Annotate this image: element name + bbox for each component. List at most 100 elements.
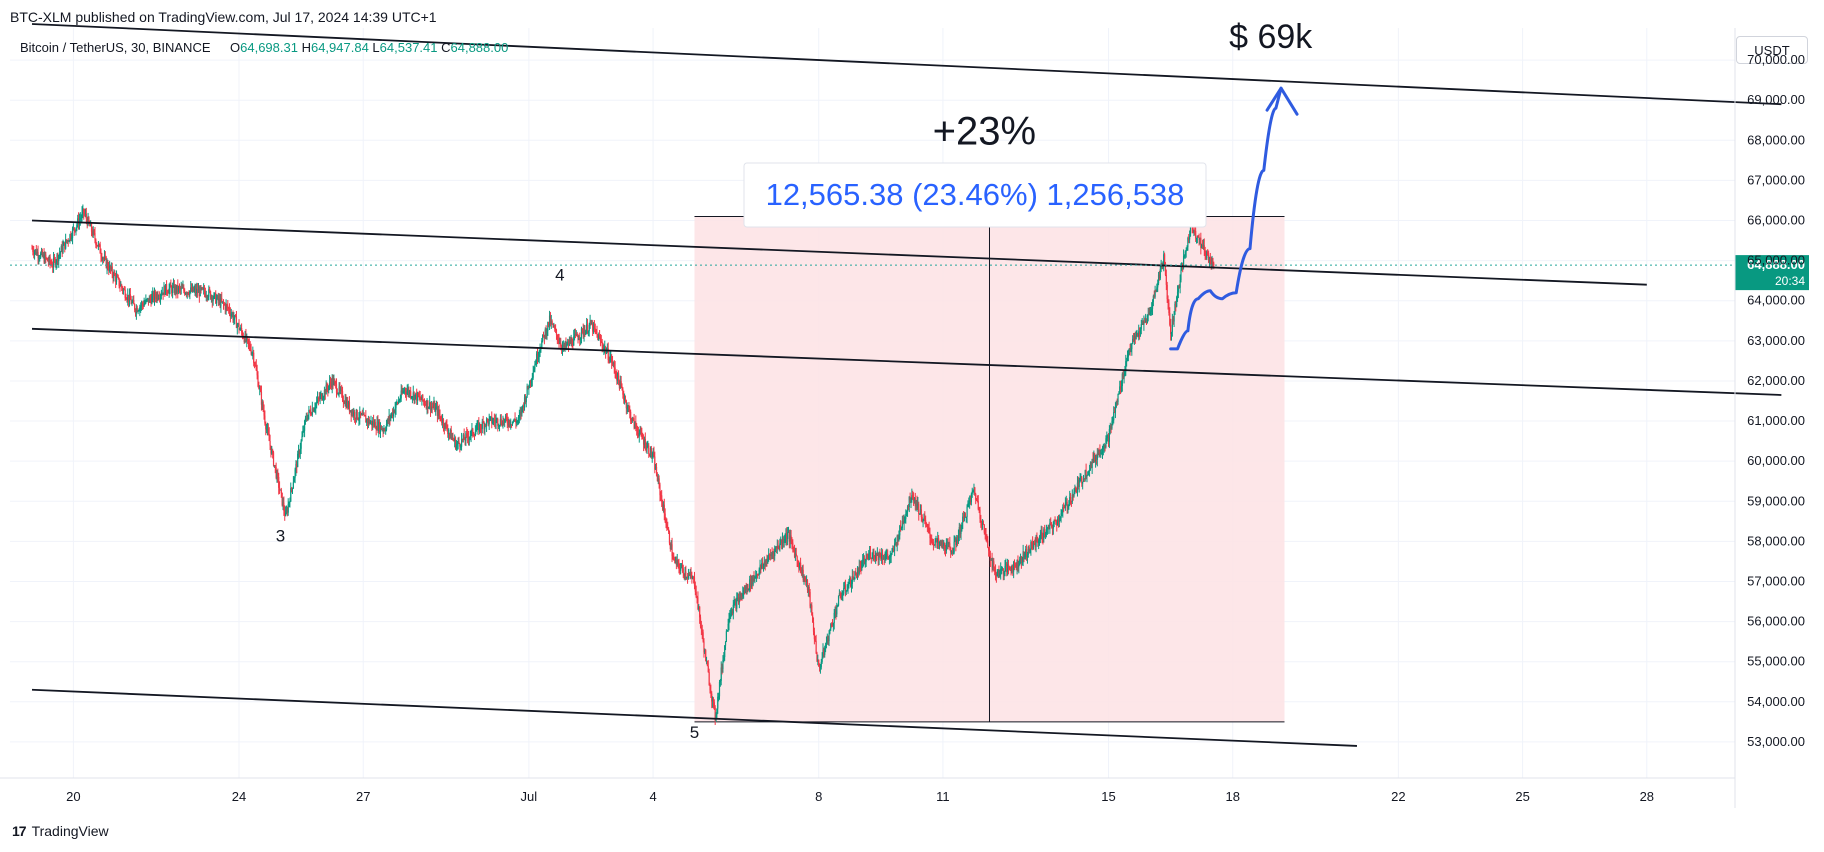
candle-body: [320, 393, 322, 396]
candle-body: [480, 428, 483, 430]
candle-body: [411, 396, 414, 398]
candle-body: [435, 406, 437, 412]
candle-body: [914, 497, 916, 507]
y-tick-label: 63,000.00: [1747, 333, 1805, 348]
candle-body: [793, 549, 796, 557]
candle-body: [359, 411, 361, 419]
candle-body: [982, 523, 985, 525]
candle-body: [440, 416, 442, 421]
candle-body: [525, 396, 527, 403]
candle-body: [1019, 556, 1022, 560]
candle-body: [137, 310, 139, 312]
candle-body: [899, 525, 901, 536]
candle-body: [1044, 529, 1046, 536]
candle-body: [1177, 286, 1180, 292]
candle-body: [934, 541, 936, 546]
candle-body: [263, 410, 265, 416]
candle-body: [944, 542, 946, 550]
candle-body: [285, 510, 288, 513]
candle-body: [450, 429, 452, 440]
candle-body: [250, 349, 252, 354]
candle-body: [510, 424, 512, 426]
candle-body: [553, 326, 555, 328]
candle-body: [338, 386, 340, 394]
candle-body: [121, 287, 124, 291]
candle-body: [736, 598, 738, 609]
candle-body: [642, 439, 645, 445]
candle-body: [354, 412, 356, 418]
candle-body: [1006, 564, 1008, 573]
candle-body: [777, 546, 779, 548]
candle-body: [172, 286, 174, 294]
candle-body: [257, 375, 259, 387]
candle-body: [833, 612, 835, 624]
candle-body: [303, 430, 305, 432]
candle-body: [880, 557, 882, 560]
candle-body: [1043, 529, 1045, 540]
candle-body: [422, 394, 424, 401]
candle-body: [823, 649, 825, 655]
candle-body: [1108, 429, 1110, 442]
candle-body: [1133, 335, 1136, 342]
candle-body: [708, 672, 710, 686]
candle-body: [73, 227, 75, 230]
candle-body: [591, 323, 593, 325]
candle-body: [807, 587, 809, 590]
candle-body: [174, 286, 176, 293]
candle-body: [1054, 519, 1056, 522]
candle-body: [703, 641, 705, 653]
candle-body: [966, 506, 968, 517]
candle-body: [883, 558, 885, 560]
candle-body: [417, 392, 420, 397]
candle-body: [1209, 258, 1211, 262]
candle-body: [542, 334, 545, 336]
candle-body: [621, 386, 623, 389]
candle-body: [912, 498, 915, 501]
candle-body: [1119, 386, 1121, 394]
currency-button[interactable]: USDT: [1736, 36, 1808, 64]
candle-body: [706, 661, 709, 667]
x-tick-label: 4: [649, 789, 656, 804]
candle-body: [240, 328, 242, 330]
candle-body: [265, 423, 267, 430]
candle-body: [473, 434, 475, 436]
candle-body: [957, 535, 960, 542]
candle-body: [74, 229, 76, 232]
candle-body: [478, 423, 480, 432]
candle-body: [487, 419, 489, 425]
candle-body: [741, 593, 743, 597]
candle-body: [461, 438, 464, 440]
y-tick-label: 55,000.00: [1747, 654, 1805, 669]
candle-body: [763, 561, 765, 565]
candle-body: [973, 487, 975, 491]
candle-body: [142, 304, 144, 307]
candle-body: [1099, 449, 1101, 454]
candle-body: [988, 550, 991, 557]
candle-body: [1148, 313, 1150, 315]
candle-body: [522, 405, 524, 407]
candle-body: [352, 411, 354, 416]
y-tick-label: 58,000.00: [1747, 533, 1805, 548]
candle-body: [743, 590, 746, 594]
candle-body: [45, 254, 47, 259]
candle-body: [279, 489, 282, 491]
candle-body: [685, 571, 687, 577]
candle-body: [1211, 257, 1213, 267]
candle-body: [455, 445, 458, 449]
candle-body: [1146, 315, 1148, 324]
candle-body: [613, 362, 615, 368]
candle-body: [771, 553, 773, 555]
candle-body: [371, 420, 373, 426]
candle-body: [559, 343, 561, 345]
candle-body: [458, 440, 460, 444]
candle-body: [920, 509, 922, 518]
candle-body: [262, 401, 264, 411]
candle-body: [234, 315, 236, 319]
candle-body: [182, 287, 184, 289]
ohlc-value: 64,947.84: [311, 40, 372, 55]
candle-body: [609, 357, 611, 362]
candle-body: [727, 624, 729, 631]
candle-body: [644, 438, 646, 449]
candle-body: [558, 340, 560, 344]
